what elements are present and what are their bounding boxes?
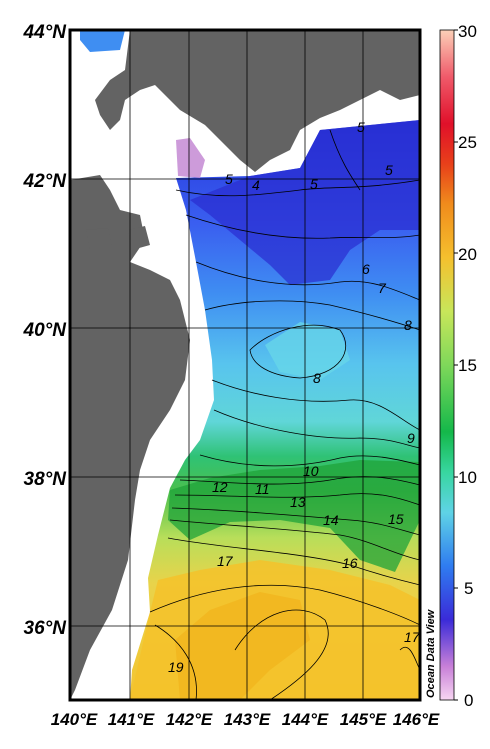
lat-label: 44°N (23, 22, 68, 43)
contour-label: 17 (217, 553, 234, 569)
contour-labels: 5 5 5 5 4 6 7 8 8 9 10 11 12 13 14 15 16… (168, 119, 421, 675)
lon-label: 140°E (51, 710, 98, 729)
colorbar-tick-label: 5 (464, 579, 473, 598)
thermal-front (168, 460, 420, 572)
colorbar-tick-label: 20 (458, 245, 477, 264)
contour-label: 5 (310, 176, 318, 192)
north-blue-patch (80, 30, 125, 52)
contour-label: 11 (255, 481, 270, 497)
colorbar-tick-label: 10 (458, 468, 477, 487)
island-2 (128, 226, 150, 250)
colorbar-tick-label: 0 (464, 691, 473, 710)
colorbar-tick-label: 25 (458, 133, 477, 152)
contour-label: 8 (313, 370, 321, 386)
land-hokkaido (95, 30, 420, 172)
lat-label: 38°N (24, 469, 68, 490)
ocean-data-view-watermark: Ocean Data View (425, 608, 437, 698)
contour-lines (149, 129, 420, 700)
contour-label: 14 (323, 512, 339, 528)
lon-label: 141°E (108, 710, 155, 729)
contour-label: 5 (385, 162, 393, 178)
contour-label: 8 (404, 317, 412, 333)
colorbar: 30 25 20 15 10 5 0 (439, 22, 477, 710)
plot-frame (68, 28, 422, 702)
contour-label: 6 (362, 261, 370, 277)
contour-label: 9 (407, 430, 415, 446)
lon-label: 142°E (166, 710, 213, 729)
cold-patch (176, 138, 205, 178)
contour-label: 16 (342, 555, 358, 571)
island-1 (86, 228, 112, 252)
colorbar-tick-label: 30 (458, 22, 477, 41)
colorbar-gradient (439, 29, 455, 701)
contour-label: 10 (303, 463, 319, 479)
lon-label: 145°E (340, 710, 387, 729)
warmest-region (175, 592, 310, 700)
contour-label: 7 (378, 280, 387, 296)
contour-label: 5 (357, 119, 365, 135)
contour-label: 19 (168, 659, 184, 675)
grid-lines (70, 30, 420, 700)
colorbar-tick-label: 15 (458, 356, 477, 375)
warm-eddy (265, 322, 350, 380)
lat-label: 36°N (24, 618, 68, 639)
contour-label: 12 (212, 479, 228, 495)
contour-label: 13 (290, 494, 306, 510)
lon-label: 144°E (282, 710, 329, 729)
lat-label: 40°N (23, 320, 68, 341)
contour-label: 5 (225, 171, 233, 187)
lat-label: 42°N (23, 171, 68, 192)
contour-label: 17 (404, 629, 421, 645)
contour-label: 4 (252, 177, 260, 193)
lon-label: 146°E (393, 710, 440, 729)
lon-label: 143°E (224, 710, 271, 729)
contour-label: 15 (388, 511, 404, 527)
